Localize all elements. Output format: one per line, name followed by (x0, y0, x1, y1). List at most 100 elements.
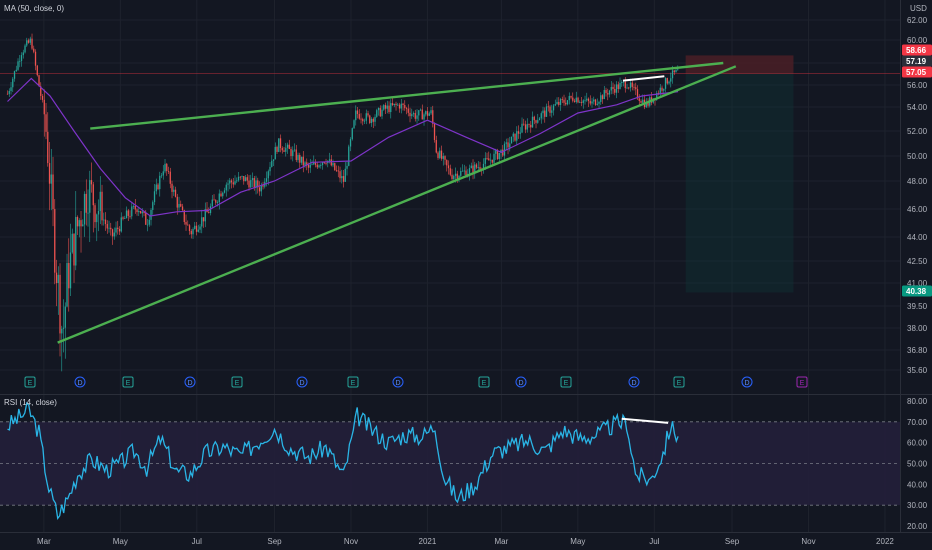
candle (48, 141, 51, 211)
candle (292, 146, 294, 162)
candle (66, 253, 68, 308)
svg-text:58.66: 58.66 (906, 46, 927, 55)
earnings-marker: E (231, 376, 243, 388)
candle (673, 70, 675, 76)
candle (111, 228, 114, 245)
candle (351, 127, 353, 141)
candle (488, 151, 490, 161)
candle (204, 202, 206, 228)
candle (101, 184, 103, 226)
candle (404, 100, 406, 111)
trendline-drawings[interactable] (57, 61, 737, 344)
time-axis[interactable]: Mar May Jul Sep Nov 2021 Mar May Jul Sep Nov 2022 (37, 537, 894, 546)
candle (225, 182, 227, 197)
candle (153, 183, 156, 206)
candle (293, 143, 296, 152)
upper-trendline (90, 61, 724, 130)
svg-text:D: D (631, 380, 636, 387)
candle (430, 106, 432, 116)
candle (229, 177, 231, 190)
candle (304, 160, 306, 168)
svg-text:E: E (235, 380, 240, 387)
candle (96, 213, 98, 242)
candle (169, 167, 171, 189)
candle (570, 95, 572, 100)
candle (344, 162, 346, 182)
candle (38, 74, 40, 87)
candle (475, 162, 478, 170)
rsi-drawings[interactable] (621, 417, 669, 424)
candle (633, 83, 635, 91)
candle (108, 220, 110, 233)
dividend-marker: D (515, 376, 527, 388)
rsi-tick-label: 30.00 (907, 501, 928, 510)
candle (598, 100, 600, 109)
candle (117, 220, 119, 235)
candle (243, 176, 245, 185)
candle (246, 174, 248, 185)
candle (85, 179, 87, 226)
candle (612, 82, 614, 94)
candle (398, 102, 401, 113)
candle (269, 161, 271, 176)
price-tick-label: 35.60 (907, 366, 928, 375)
candle (138, 207, 140, 216)
candle (316, 162, 318, 170)
candle (568, 92, 570, 105)
time-tick-label: Nov (801, 537, 815, 546)
candle (334, 162, 336, 171)
candle (621, 79, 623, 87)
earnings-marker: E (478, 376, 490, 388)
ma-indicator-legend[interactable]: MA (50, close, 0) (4, 4, 64, 13)
price-tick-label: 46.00 (907, 205, 928, 214)
candle (437, 151, 439, 160)
candle (575, 91, 577, 104)
candle (180, 200, 182, 208)
candle (157, 182, 159, 191)
candle (593, 96, 595, 105)
candle (236, 177, 238, 184)
svg-text:E: E (800, 380, 805, 387)
candle (463, 164, 465, 175)
candle (173, 185, 175, 196)
candle (220, 190, 222, 197)
earnings-marker: E (122, 376, 134, 388)
candle (255, 175, 257, 195)
price-tick-label: 39.50 (907, 302, 928, 311)
risk-reward-zones[interactable] (0, 55, 900, 293)
candle (601, 94, 604, 104)
dividend-marker: D (74, 376, 86, 388)
price-axis[interactable]: 62.0060.0058.0056.0054.0052.0050.0048.00… (902, 16, 932, 375)
candle (34, 49, 37, 71)
rsi-axis[interactable]: 80.00 70.00 60.00 50.00 40.00 30.00 20.00 (907, 397, 928, 531)
candle (493, 149, 495, 165)
svg-text:D: D (395, 380, 400, 387)
candle (146, 219, 149, 232)
rsi-indicator-legend[interactable]: RSI (14, close) (4, 398, 57, 407)
candle (258, 181, 261, 196)
candle (285, 142, 287, 157)
candle (372, 117, 374, 129)
candle (556, 97, 558, 105)
time-tick-label: 2021 (419, 537, 437, 546)
candle (47, 112, 49, 167)
rsi-tick-label: 70.00 (907, 418, 928, 427)
candle (400, 99, 402, 114)
candle (87, 189, 89, 227)
price-tick-label: 62.00 (907, 16, 928, 25)
candle (472, 159, 474, 180)
candle (489, 153, 492, 165)
svg-text:E: E (482, 380, 487, 387)
candle (99, 176, 101, 225)
candle (360, 113, 362, 124)
candle (80, 211, 82, 253)
candle (530, 121, 532, 133)
candle (167, 166, 170, 175)
candle (103, 212, 105, 226)
candle (10, 81, 12, 95)
candle (20, 52, 23, 67)
candle (45, 103, 47, 140)
candle (561, 96, 563, 103)
